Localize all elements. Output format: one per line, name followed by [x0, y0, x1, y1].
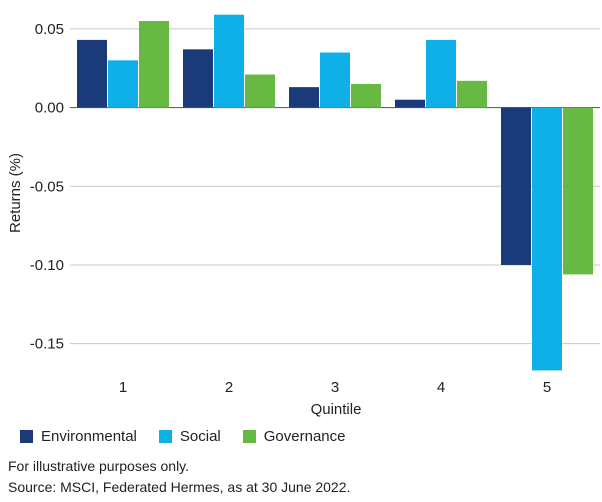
- y-tick-labels: 0.05 0.00 -0.05 -0.10 -0.15: [30, 21, 64, 353]
- y-tick-label: -0.10: [30, 257, 64, 274]
- bar-governance-q2: [245, 74, 275, 108]
- bars: [77, 14, 593, 371]
- bar-governance-q4: [457, 80, 487, 108]
- legend-swatch-social: [158, 429, 172, 443]
- legend-label-environmental: Environmental: [41, 427, 137, 445]
- x-tick-labels: 1 2 3 4 5: [119, 379, 551, 396]
- bar-environmental-q1: [77, 39, 107, 108]
- legend-label-governance: Governance: [263, 427, 346, 445]
- bar-governance-q1: [139, 21, 169, 108]
- bar-social-q1: [108, 60, 138, 108]
- x-tick-label: 1: [119, 379, 127, 396]
- bar-environmental-q5: [501, 107, 531, 265]
- x-tick-label: 4: [437, 379, 445, 396]
- legend-item-environmental: Environmental: [20, 428, 137, 445]
- footnote-source: Source: MSCI, Federated Hermes, as at 30…: [8, 479, 351, 495]
- legend-item-social: Social: [158, 427, 221, 445]
- footnote-disclaimer: For illustrative purposes only.: [8, 458, 190, 474]
- bar-social-q2: [214, 14, 244, 108]
- legend-swatch-governance: [242, 429, 256, 443]
- legend-swatch-environmental: [20, 429, 33, 443]
- legend-label-social: Social: [179, 427, 221, 445]
- bar-environmental-q2: [183, 49, 213, 108]
- x-tick-label: 3: [331, 379, 339, 396]
- x-axis-title: Quintile: [311, 401, 362, 418]
- y-axis-title: Returns (%): [7, 153, 24, 233]
- legend-item-governance: Governance: [242, 427, 346, 445]
- bar-governance-q5: [563, 107, 593, 275]
- y-tick-label: -0.15: [30, 336, 64, 353]
- bar-environmental-q4: [395, 99, 425, 108]
- bar-environmental-q3: [289, 87, 319, 108]
- x-tick-label: 5: [543, 379, 551, 396]
- bar-social-q4: [426, 39, 456, 108]
- legend: Environmental Social Governance: [20, 426, 345, 446]
- bar-chart: 0.05 0.00 -0.05 -0.10 -0.15 1 2 3 4 5 Returns (%…: [7, 14, 600, 418]
- y-tick-label: 0.05: [35, 21, 64, 38]
- chart-area: 0.05 0.00 -0.05 -0.10 -0.15 1 2 3 4 5 Returns (%…: [7, 14, 600, 418]
- bar-governance-q3: [351, 83, 381, 108]
- bar-social-q3: [320, 52, 350, 108]
- x-tick-label: 2: [225, 379, 233, 396]
- bar-social-q5: [532, 107, 562, 371]
- y-tick-label: -0.05: [30, 178, 64, 195]
- y-tick-label: 0.00: [35, 100, 64, 117]
